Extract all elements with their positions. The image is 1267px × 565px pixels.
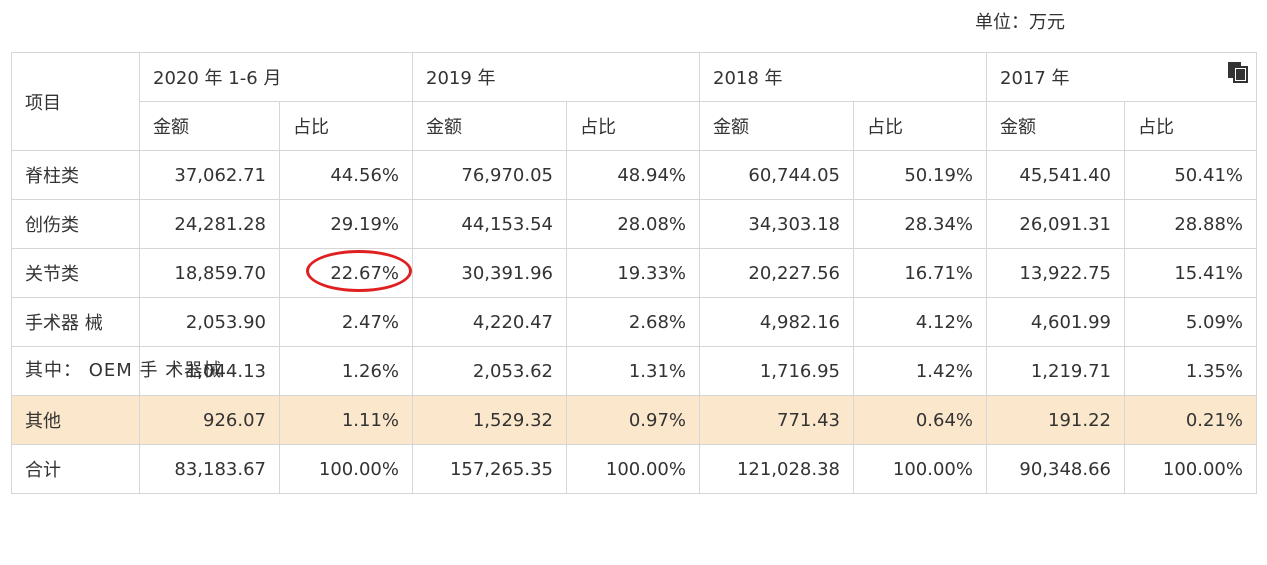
cell-share: 29.19% bbox=[279, 199, 413, 249]
table-row: 脊柱类 37,062.71 44.56% 76,970.05 48.94% 60… bbox=[11, 150, 1257, 200]
cell-share: 1.42% bbox=[853, 346, 987, 396]
cell-share: 2.47% bbox=[279, 297, 413, 347]
cell-share: 1.35% bbox=[1124, 346, 1257, 396]
header-amount: 金额 bbox=[986, 101, 1125, 151]
cell-share: 0.64% bbox=[853, 395, 987, 445]
header-period: 2019 年 bbox=[412, 52, 700, 102]
cell-amount: 1,529.32 bbox=[412, 395, 567, 445]
cell-amount: 1,716.95 bbox=[699, 346, 854, 396]
header-share: 占比 bbox=[279, 101, 413, 151]
header-share: 占比 bbox=[853, 101, 987, 151]
cell-amount: 18,859.70 bbox=[139, 248, 280, 298]
cell-amount: 1,219.71 bbox=[986, 346, 1125, 396]
cell-amount: 30,391.96 bbox=[412, 248, 567, 298]
cell-share: 2.68% bbox=[566, 297, 700, 347]
cell-amount: 45,541.40 bbox=[986, 150, 1125, 200]
cell-share: 100.00% bbox=[279, 444, 413, 494]
cell-share: 28.34% bbox=[853, 199, 987, 249]
header-period: 2018 年 bbox=[699, 52, 987, 102]
cell-share: 100.00% bbox=[566, 444, 700, 494]
header-amount: 金额 bbox=[699, 101, 854, 151]
cell-share: 0.21% bbox=[1124, 395, 1257, 445]
header-item: 项目 bbox=[11, 52, 140, 151]
cell-share-circled: 22.67% bbox=[279, 248, 413, 298]
revenue-breakdown-table: 项目 2020 年 1-6 月 2019 年 2018 年 2017 年 金额 … bbox=[11, 52, 1257, 494]
header-period: 2017 年 bbox=[986, 52, 1257, 102]
table-row-total: 合计 83,183.67 100.00% 157,265.35 100.00% … bbox=[11, 444, 1257, 494]
cell-share-value: 22.67% bbox=[330, 262, 399, 284]
table-row: 创伤类 24,281.28 29.19% 44,153.54 28.08% 34… bbox=[11, 199, 1257, 249]
cell-share: 16.71% bbox=[853, 248, 987, 298]
cell-share: 44.56% bbox=[279, 150, 413, 200]
cell-amount: 83,183.67 bbox=[139, 444, 280, 494]
cell-share: 100.00% bbox=[1124, 444, 1257, 494]
cell-amount: 26,091.31 bbox=[986, 199, 1125, 249]
row-label: 其他 bbox=[11, 395, 140, 445]
cell-share: 28.88% bbox=[1124, 199, 1257, 249]
table-row: 其中： OEM 手 术器械 1,044.13 1.26% 2,053.62 1.… bbox=[11, 346, 1257, 396]
header-row-periods: 项目 2020 年 1-6 月 2019 年 2018 年 2017 年 bbox=[11, 52, 1257, 151]
cell-share: 19.33% bbox=[566, 248, 700, 298]
cell-amount: 2,053.90 bbox=[139, 297, 280, 347]
header-amount: 金额 bbox=[139, 101, 280, 151]
cell-amount: 1,044.13 bbox=[139, 346, 280, 396]
header-row-metrics: 金额 占比 金额 占比 金额 占比 金额 占比 bbox=[12, 101, 1257, 151]
cell-amount: 157,265.35 bbox=[412, 444, 567, 494]
row-label: 关节类 bbox=[11, 248, 140, 298]
cell-amount: 926.07 bbox=[139, 395, 280, 445]
cell-amount: 191.22 bbox=[986, 395, 1125, 445]
cell-amount: 2,053.62 bbox=[412, 346, 567, 396]
row-label: 手术器 械 bbox=[11, 297, 140, 347]
cell-amount: 76,970.05 bbox=[412, 150, 567, 200]
table-row: 关节类 18,859.70 22.67% 30,391.96 19.33% 20… bbox=[11, 248, 1257, 298]
header-amount: 金额 bbox=[412, 101, 567, 151]
header-share: 占比 bbox=[566, 101, 700, 151]
cell-amount: 34,303.18 bbox=[699, 199, 854, 249]
cell-share: 1.26% bbox=[279, 346, 413, 396]
cell-amount: 4,220.47 bbox=[412, 297, 567, 347]
row-label: 创伤类 bbox=[11, 199, 140, 249]
row-label: 合计 bbox=[11, 444, 140, 494]
cell-amount: 24,281.28 bbox=[139, 199, 280, 249]
cell-share: 48.94% bbox=[566, 150, 700, 200]
unit-note: 单位：万元 bbox=[975, 12, 1065, 33]
cell-share: 5.09% bbox=[1124, 297, 1257, 347]
cell-share: 100.00% bbox=[853, 444, 987, 494]
cell-amount: 13,922.75 bbox=[986, 248, 1125, 298]
cell-amount: 4,982.16 bbox=[699, 297, 854, 347]
cell-amount: 44,153.54 bbox=[412, 199, 567, 249]
cell-amount: 4,601.99 bbox=[986, 297, 1125, 347]
cell-share: 28.08% bbox=[566, 199, 700, 249]
header-period: 2020 年 1-6 月 bbox=[139, 52, 413, 102]
cell-amount: 60,744.05 bbox=[699, 150, 854, 200]
cell-share: 50.19% bbox=[853, 150, 987, 200]
cell-amount: 771.43 bbox=[699, 395, 854, 445]
table-row-highlighted: 其他 926.07 1.11% 1,529.32 0.97% 771.43 0.… bbox=[11, 395, 1257, 445]
cell-share: 1.11% bbox=[279, 395, 413, 445]
cell-amount: 20,227.56 bbox=[699, 248, 854, 298]
row-label: 其中： OEM 手 术器械 bbox=[11, 346, 221, 396]
cell-share: 4.12% bbox=[853, 297, 987, 347]
row-label: 脊柱类 bbox=[11, 150, 140, 200]
table-row: 手术器 械 2,053.90 2.47% 4,220.47 2.68% 4,98… bbox=[11, 297, 1257, 347]
cell-share: 15.41% bbox=[1124, 248, 1257, 298]
cell-share: 0.97% bbox=[566, 395, 700, 445]
circled-value: 22.67% bbox=[306, 249, 413, 292]
header-share: 占比 bbox=[1124, 101, 1257, 151]
cell-share: 1.31% bbox=[566, 346, 700, 396]
cell-amount: 37,062.71 bbox=[139, 150, 280, 200]
cell-amount: 90,348.66 bbox=[986, 444, 1125, 494]
cell-amount: 121,028.38 bbox=[699, 444, 854, 494]
cell-share: 50.41% bbox=[1124, 150, 1257, 200]
